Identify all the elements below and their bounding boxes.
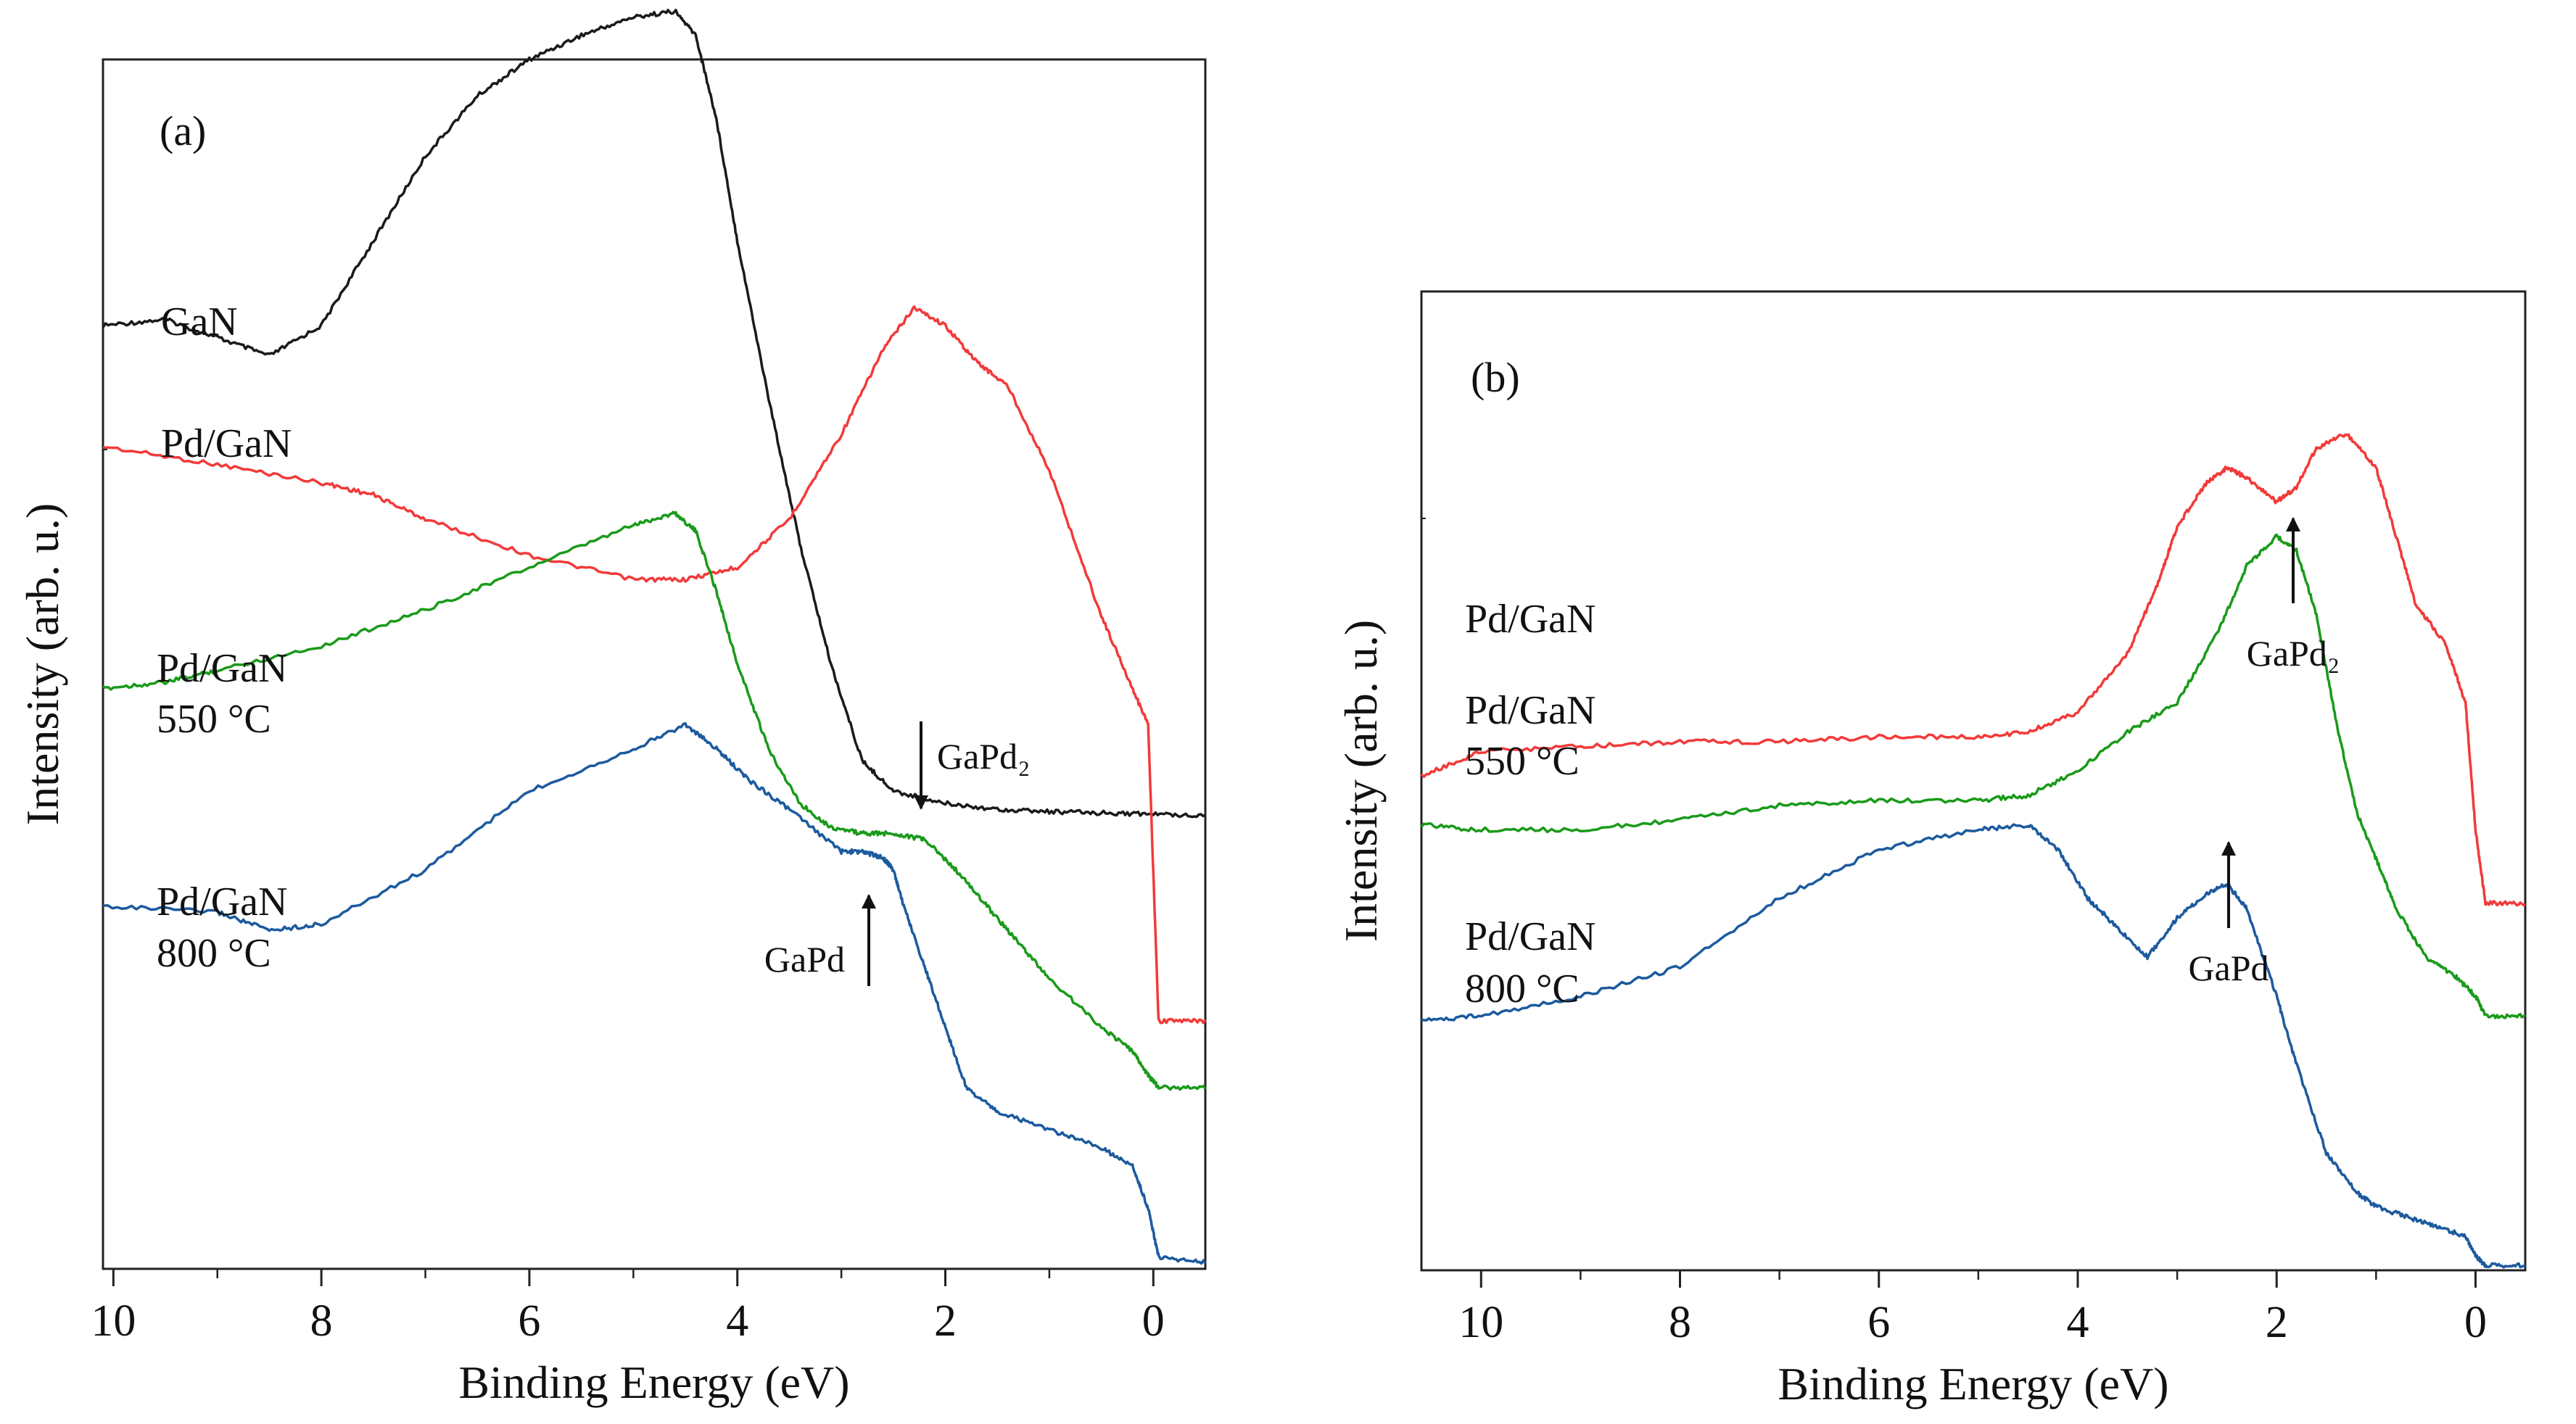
y-axis-label: Intensity (arb. u.) <box>1335 620 1387 942</box>
x-tick-label: 2 <box>934 1296 957 1346</box>
series-line-gan <box>102 9 1206 819</box>
plot-frame <box>102 58 1207 1270</box>
x-axis-label: Binding Energy (eV) <box>1778 1358 2168 1409</box>
x-tick-label: 0 <box>2464 1298 2487 1347</box>
x-axis-label: Binding Energy (eV) <box>458 1357 849 1408</box>
series-label: Pd/GaN <box>161 421 292 466</box>
phase-label: GaPd <box>764 939 845 980</box>
x-tick-label: 4 <box>2066 1298 2089 1347</box>
series-label: Pd/GaN <box>1465 688 1595 733</box>
series-sublabel: 550 °C <box>157 697 271 742</box>
phase-label: GaPd₂ <box>937 736 1031 777</box>
x-tick-label: 10 <box>1458 1298 1503 1347</box>
plot-frame <box>1420 290 2527 1272</box>
series-sublabel: 550 °C <box>1465 739 1580 784</box>
series-sublabel: 800 °C <box>157 931 271 976</box>
series-line-pd-gan-800-c <box>102 721 1207 1265</box>
panel-label: (a) <box>160 107 206 154</box>
x-tick-label: 8 <box>310 1296 333 1346</box>
x-tick-label: 10 <box>91 1296 136 1346</box>
series-label: GaN <box>161 299 238 344</box>
series-line-pd-gan-800-c <box>1421 823 2526 1269</box>
series-line-pd-gan-550-c <box>1420 533 2526 1019</box>
phase-label: GaPd₂ <box>2247 633 2340 674</box>
x-tick-label: 4 <box>726 1296 748 1346</box>
panel-label: (b) <box>1471 354 1520 401</box>
chart-panel-b: 10 8 6 4 2 0 Binding Energy (eV) Intensity (arb… <box>1335 290 2527 1409</box>
series-line-pd-gan-550-c <box>102 510 1207 1091</box>
x-tick-label: 8 <box>1669 1298 1691 1347</box>
x-tick-label: 2 <box>2266 1298 2288 1347</box>
phase-label: GaPd <box>2188 948 2269 988</box>
x-tick-label: 6 <box>1867 1298 1890 1347</box>
series-sublabel: 800 °C <box>1465 966 1580 1011</box>
x-tick-label: 0 <box>1142 1296 1165 1346</box>
series-label: Pd/GaN <box>157 879 287 924</box>
y-axis-label: Intensity (arb. u.) <box>17 503 68 825</box>
series-label: Pd/GaN <box>1465 914 1595 959</box>
series-line-pd-gan <box>103 305 1207 1024</box>
series-label: Pd/GaN <box>1465 597 1595 642</box>
x-tick-label: 6 <box>518 1296 540 1346</box>
series-label: Pd/GaN <box>157 646 287 691</box>
chart-panel-a: 10 8 6 4 2 0 Binding Energy (eV) Intensity (arb… <box>17 9 1207 1408</box>
series-line-pd-gan <box>1420 433 2526 907</box>
